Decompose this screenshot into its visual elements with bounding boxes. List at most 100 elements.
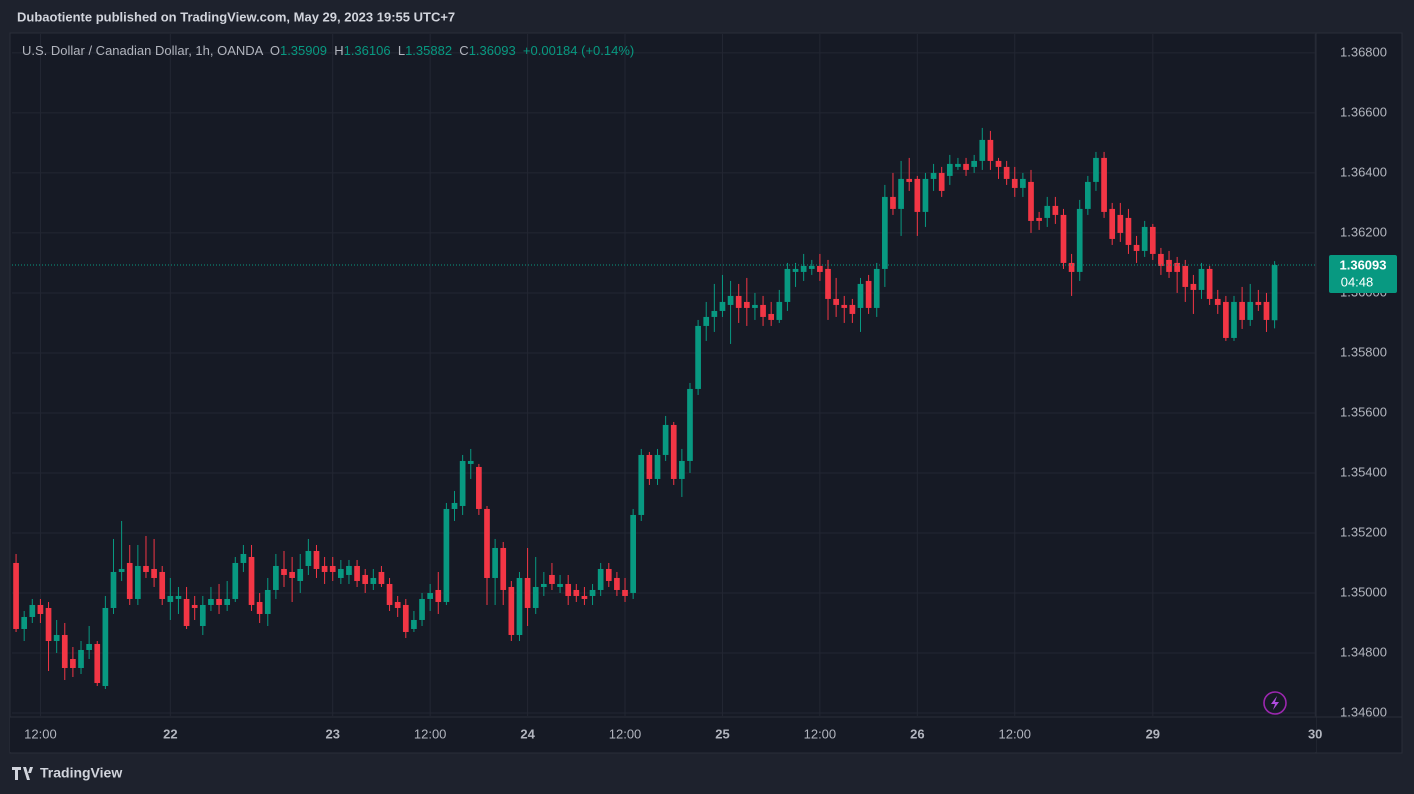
y-tick-label: 1.36600 — [1340, 104, 1387, 119]
candle-body — [898, 178, 904, 209]
candle-body — [53, 634, 60, 641]
ohlc-value: 1.35909 — [279, 43, 327, 58]
candle-body — [776, 301, 783, 320]
y-tick-label: 1.36400 — [1340, 164, 1387, 179]
countdown-label: 04:48 — [1341, 274, 1374, 289]
x-tick-label: 12:00 — [414, 726, 447, 741]
candle-body — [727, 295, 734, 305]
candle-body — [427, 592, 433, 599]
candle-body — [817, 265, 823, 272]
candle-body — [971, 160, 978, 167]
candle-body — [297, 568, 304, 581]
candle-body — [1068, 262, 1075, 272]
ohlc-label: O — [269, 43, 280, 58]
candle-body — [386, 583, 393, 605]
candle-body — [467, 460, 474, 464]
candle-body — [1158, 253, 1164, 266]
candle-body — [110, 571, 117, 608]
candle-body — [394, 601, 401, 608]
candle-body — [70, 658, 76, 668]
candle-body — [273, 565, 279, 590]
candle-body — [86, 643, 92, 650]
y-tick-label: 1.35400 — [1340, 464, 1387, 479]
x-tick-label: 23 — [325, 726, 339, 741]
candle-body — [792, 268, 799, 272]
ohlc-value: 1.35882 — [405, 43, 453, 58]
candle-body — [191, 604, 198, 608]
brand-logo: TradingView — [12, 765, 122, 781]
candle-body — [1255, 301, 1262, 305]
candle-body — [865, 280, 872, 308]
x-tick-label: 12:00 — [804, 726, 837, 741]
candle-body — [930, 172, 937, 179]
candle-body — [476, 466, 482, 509]
candle-body — [589, 589, 596, 596]
candle-body — [1174, 262, 1180, 272]
candle-body — [256, 601, 263, 614]
publisher-line: Dubaotiente published on TradingView.com… — [17, 9, 455, 24]
candle-body — [435, 589, 442, 602]
candle-body — [1044, 205, 1051, 218]
y-tick-label: 1.35200 — [1340, 524, 1387, 539]
candle-body — [938, 172, 945, 191]
candle-body — [540, 583, 547, 587]
candle-body — [516, 577, 523, 635]
candle-body — [13, 562, 19, 629]
candle-body — [118, 568, 125, 572]
last-price-tag — [1329, 255, 1397, 294]
candle-body — [1223, 301, 1229, 338]
candle-body — [987, 139, 994, 161]
candle-body — [995, 160, 1002, 167]
ohlc-label: C — [459, 43, 469, 58]
candle-body — [1271, 265, 1278, 321]
candle-body — [784, 268, 791, 302]
ohlc-label: H — [334, 43, 344, 58]
candle-body — [890, 196, 896, 209]
candle-body — [873, 268, 880, 308]
candle-body — [1109, 208, 1116, 239]
candle-body — [248, 556, 255, 605]
candle-body — [979, 139, 986, 161]
candle-body — [459, 460, 466, 506]
candle-body — [500, 547, 507, 590]
candle-body — [354, 565, 360, 581]
candle-body — [670, 424, 677, 479]
candle-body — [143, 565, 149, 572]
candle-body — [882, 196, 888, 269]
candle-body — [630, 514, 636, 593]
candle-body — [825, 268, 831, 299]
symbol-title: U.S. Dollar / Canadian Dollar, 1h, OANDA — [22, 43, 263, 58]
candle-body — [711, 310, 718, 317]
lightning-icon[interactable] — [1263, 691, 1287, 715]
candle-body — [597, 568, 604, 590]
candle-body — [946, 163, 953, 176]
candle-body — [183, 598, 190, 626]
y-tick-label: 1.35000 — [1340, 584, 1387, 599]
candle-body — [1117, 214, 1124, 233]
y-tick-label: 1.36200 — [1340, 224, 1387, 239]
last-price-label: 1.36093 — [1340, 257, 1387, 272]
candle-body — [857, 283, 864, 308]
candle-body — [1028, 181, 1034, 221]
candle-body — [808, 265, 815, 269]
candle-body — [508, 586, 515, 635]
x-tick-label: 29 — [1146, 726, 1160, 741]
candle-body — [362, 574, 369, 584]
candle-body — [1149, 226, 1156, 254]
x-tick-label: 12:00 — [24, 726, 57, 741]
candle-body — [646, 454, 653, 479]
candle-body — [78, 649, 84, 668]
change-label: +0.00184 (+0.14%) — [522, 43, 635, 58]
candle-body — [614, 577, 620, 590]
candle-body — [289, 571, 295, 578]
candle-body — [216, 598, 222, 605]
candle-body — [338, 568, 344, 578]
candle-body — [1206, 268, 1213, 299]
y-tick-label: 1.34800 — [1340, 644, 1387, 659]
y-tick-label: 1.35600 — [1340, 404, 1387, 419]
candle-body — [305, 550, 312, 566]
candle-body — [914, 178, 921, 212]
candle-body — [833, 298, 839, 305]
